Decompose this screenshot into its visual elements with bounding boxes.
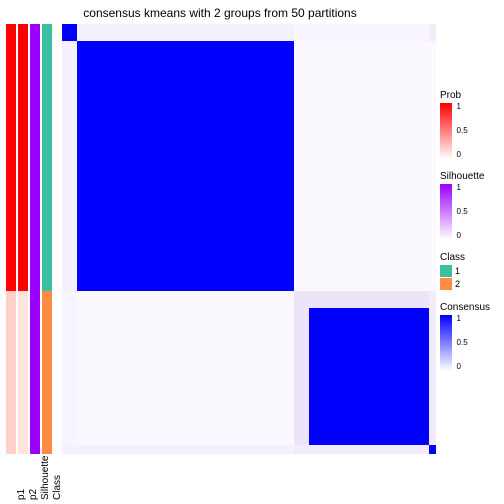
legend-tick: 1 bbox=[457, 103, 461, 111]
legend-consensus: Consensus 10.50 bbox=[440, 302, 502, 371]
anno-col-silhouette bbox=[30, 24, 40, 454]
legend-silhouette-title: Silhouette bbox=[440, 171, 502, 182]
anno-label-silhouette: Silhouette bbox=[40, 456, 51, 500]
legend-consensus-ticks: 10.50 bbox=[457, 315, 481, 371]
legend-class: Class 12 bbox=[440, 252, 502, 290]
legend-tick: 0.5 bbox=[457, 208, 468, 216]
legend-tick: 0 bbox=[457, 151, 461, 159]
heatmap-block bbox=[294, 41, 436, 290]
legends-panel: Prob 10.50 Silhouette 10.50 Class 12 Con… bbox=[440, 90, 502, 383]
anno-segment bbox=[18, 291, 28, 454]
legend-class-label: 1 bbox=[455, 266, 460, 276]
consensus-heatmap bbox=[62, 24, 436, 454]
legend-prob-ticks: 10.50 bbox=[457, 103, 481, 159]
heatmap-block bbox=[309, 291, 429, 446]
legend-tick: 0 bbox=[457, 232, 461, 240]
heatmap-block bbox=[294, 24, 429, 41]
heatmap-block bbox=[62, 291, 77, 446]
anno-col-p1 bbox=[6, 24, 16, 454]
plot-area bbox=[6, 24, 436, 454]
legend-class-item: 2 bbox=[440, 278, 502, 290]
chart-title: consensus kmeans with 2 groups from 50 p… bbox=[0, 6, 440, 20]
legend-tick: 0.5 bbox=[457, 127, 468, 135]
heatmap-block bbox=[294, 291, 429, 308]
heatmap-block bbox=[77, 41, 294, 290]
legend-class-items: 12 bbox=[440, 265, 502, 290]
annotation-columns bbox=[6, 24, 54, 454]
heatmap-block bbox=[429, 291, 436, 446]
anno-label-class: Class bbox=[52, 475, 63, 500]
anno-col-class bbox=[42, 24, 52, 454]
heatmap-block bbox=[62, 41, 77, 290]
anno-segment bbox=[42, 291, 52, 454]
legend-class-label: 2 bbox=[455, 279, 460, 289]
heatmap-block bbox=[77, 291, 294, 446]
legend-swatch bbox=[440, 278, 452, 290]
legend-prob-title: Prob bbox=[440, 90, 502, 101]
anno-segment bbox=[18, 24, 28, 291]
legend-prob: Prob 10.50 bbox=[440, 90, 502, 159]
legend-swatch bbox=[440, 265, 452, 277]
anno-segment bbox=[42, 24, 52, 291]
legend-tick: 1 bbox=[457, 184, 461, 192]
anno-segment bbox=[30, 24, 40, 454]
anno-segment bbox=[6, 24, 16, 291]
legend-class-item: 1 bbox=[440, 265, 502, 277]
heatmap-block bbox=[429, 24, 436, 41]
legend-silhouette-ticks: 10.50 bbox=[457, 184, 481, 240]
legend-class-title: Class bbox=[440, 252, 502, 263]
heatmap-block bbox=[77, 24, 294, 41]
legend-consensus-gradient bbox=[440, 315, 452, 371]
anno-label-p2: p2 bbox=[28, 489, 39, 500]
heatmap-block bbox=[294, 291, 309, 446]
heatmap-block bbox=[294, 445, 429, 454]
legend-silhouette-gradient bbox=[440, 184, 452, 240]
heatmap-block bbox=[62, 445, 294, 454]
legend-tick: 0 bbox=[457, 363, 461, 371]
anno-segment bbox=[6, 291, 16, 454]
legend-tick: 0.5 bbox=[457, 339, 468, 347]
heatmap-block bbox=[429, 445, 436, 454]
legend-consensus-title: Consensus bbox=[440, 302, 502, 313]
legend-prob-gradient bbox=[440, 103, 452, 159]
anno-label-p1: p1 bbox=[16, 489, 27, 500]
legend-tick: 1 bbox=[457, 315, 461, 323]
legend-silhouette: Silhouette 10.50 bbox=[440, 171, 502, 240]
heatmap-block bbox=[62, 24, 77, 41]
anno-col-p2 bbox=[18, 24, 28, 454]
column-gap bbox=[54, 24, 62, 454]
